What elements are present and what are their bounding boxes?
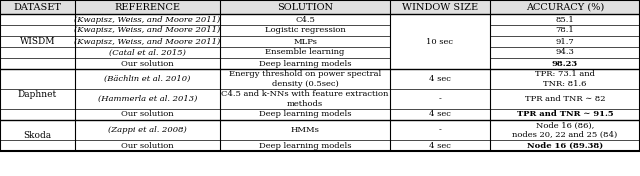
Text: WINDOW SIZE: WINDOW SIZE: [402, 2, 478, 11]
Text: DATASET: DATASET: [13, 2, 61, 11]
Text: 98.23: 98.23: [552, 59, 578, 68]
Text: (Hammerla et al. 2013): (Hammerla et al. 2013): [98, 95, 197, 103]
Text: Deep learning models: Deep learning models: [259, 111, 351, 118]
Text: Ensemble learning: Ensemble learning: [266, 49, 345, 56]
Text: Deep learning models: Deep learning models: [259, 142, 351, 149]
Text: Our solution: Our solution: [121, 111, 174, 118]
Text: 78.1: 78.1: [556, 27, 574, 34]
Text: 94.3: 94.3: [556, 49, 575, 56]
Text: (Catal et al. 2015): (Catal et al. 2015): [109, 49, 186, 56]
Text: 4 sec: 4 sec: [429, 142, 451, 149]
Text: 85.1: 85.1: [556, 15, 574, 24]
Text: 91.7: 91.7: [556, 37, 574, 46]
Text: Deep learning models: Deep learning models: [259, 59, 351, 68]
Text: HMMs: HMMs: [291, 126, 319, 134]
Text: 4 sec: 4 sec: [429, 111, 451, 118]
Text: C4.5: C4.5: [295, 15, 315, 24]
Text: (Zappi et al. 2008): (Zappi et al. 2008): [108, 126, 187, 134]
Text: Our solution: Our solution: [121, 142, 174, 149]
Text: -: -: [438, 95, 442, 103]
Text: (Bächlin et al. 2010): (Bächlin et al. 2010): [104, 75, 191, 83]
Text: Logistic regression: Logistic regression: [264, 27, 346, 34]
Text: 10 sec: 10 sec: [426, 37, 454, 46]
Text: SOLUTION: SOLUTION: [277, 2, 333, 11]
Text: Energy threshold on power spectral
density (0.5sec): Energy threshold on power spectral densi…: [229, 70, 381, 88]
Text: 4 sec: 4 sec: [429, 75, 451, 83]
Bar: [0, 0, 640, 14]
Text: Node 16 (89.38): Node 16 (89.38): [527, 142, 603, 149]
Text: (Kwapisz, Weiss, and Moore 2011): (Kwapisz, Weiss, and Moore 2011): [74, 37, 221, 46]
Text: TPR: 73.1 and
TNR: 81.6: TPR: 73.1 and TNR: 81.6: [535, 70, 595, 88]
Text: MLPs: MLPs: [293, 37, 317, 46]
Text: C4.5 and k-NNs with feature extraction
methods: C4.5 and k-NNs with feature extraction m…: [221, 90, 388, 108]
Text: TPR and TNR ∼ 91.5: TPR and TNR ∼ 91.5: [516, 111, 613, 118]
Text: Node 16 (86),
nodes 20, 22 and 25 (84): Node 16 (86), nodes 20, 22 and 25 (84): [513, 121, 618, 139]
Text: Daphnet: Daphnet: [18, 90, 57, 99]
Text: (Kwapisz, Weiss, and Moore 2011): (Kwapisz, Weiss, and Moore 2011): [74, 15, 221, 24]
Text: WISDM: WISDM: [20, 37, 55, 46]
Text: Skoda: Skoda: [24, 131, 52, 140]
Text: ACCURACY (%): ACCURACY (%): [526, 2, 604, 11]
Text: -: -: [438, 126, 442, 134]
Text: Our solution: Our solution: [121, 59, 174, 68]
Text: REFERENCE: REFERENCE: [115, 2, 180, 11]
Text: (Kwapisz, Weiss, and Moore 2011): (Kwapisz, Weiss, and Moore 2011): [74, 27, 221, 34]
Text: TPR and TNR ∼ 82: TPR and TNR ∼ 82: [525, 95, 605, 103]
